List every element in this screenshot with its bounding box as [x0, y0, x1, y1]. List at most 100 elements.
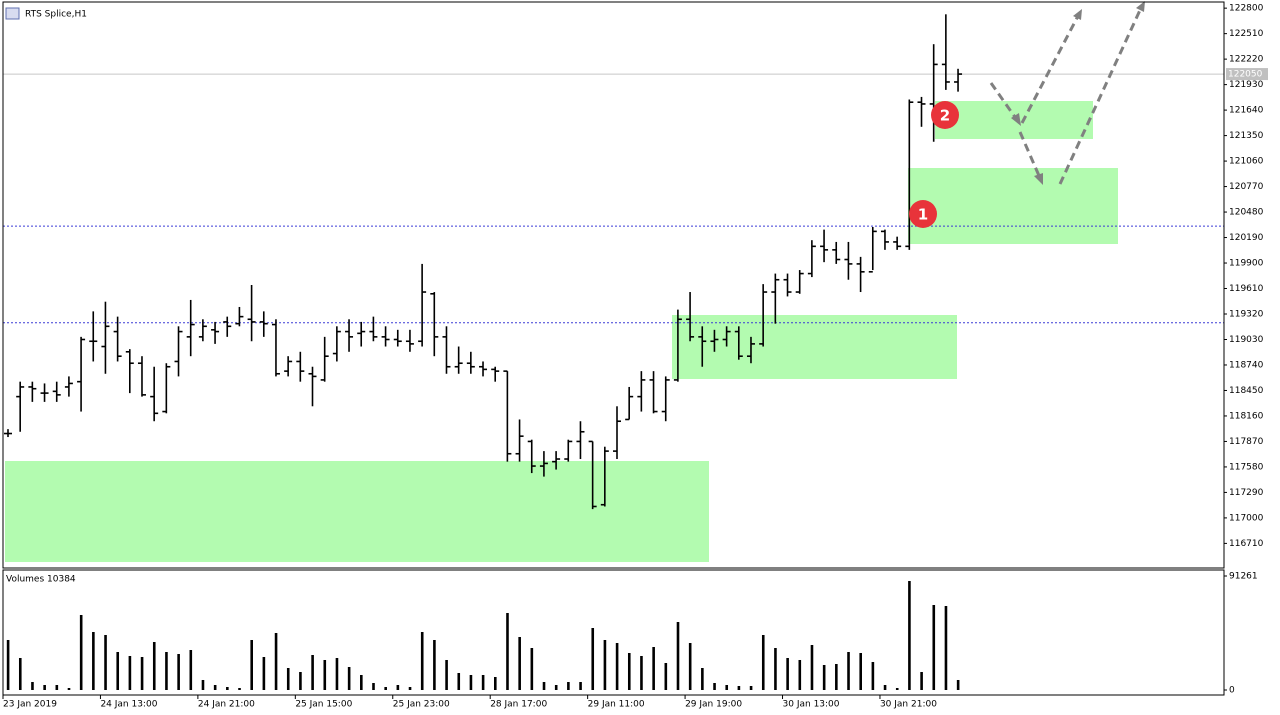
arrows [989, 7, 1143, 185]
y-tick-label: 117290 [1229, 488, 1264, 498]
volume-bar [262, 656, 266, 690]
y-tick-label: 119030 [1229, 335, 1264, 345]
volume-bar [956, 679, 960, 690]
volume-bar [810, 645, 814, 690]
volume-bar [591, 628, 595, 690]
volume-bar [506, 612, 509, 690]
y-tick-label: 119610 [1229, 284, 1264, 294]
marker-label: 1 [918, 206, 928, 224]
volume-bar [201, 679, 205, 690]
volume-bar [603, 639, 607, 690]
volume-bar [433, 639, 436, 690]
y-tick-label: 117000 [1229, 513, 1264, 523]
volume-bar [554, 685, 558, 690]
volume-bar [859, 652, 862, 690]
volume-bar [932, 605, 936, 690]
volume-bar [579, 682, 582, 690]
volume-bar [140, 656, 144, 690]
volume-bar [774, 648, 777, 690]
y-tick-label: 91261 [1229, 571, 1258, 581]
x-tick-label: 30 Jan 13:00 [783, 700, 840, 710]
marker: 1 [909, 200, 937, 228]
y-tick-label: 117580 [1229, 462, 1264, 472]
volume-title: Volumes 10384 [6, 575, 76, 585]
y-tick-label: 121060 [1229, 157, 1264, 167]
arrow-head [1011, 113, 1021, 126]
volume-bar [67, 688, 71, 690]
volume-bar [725, 685, 729, 690]
zone [908, 168, 1118, 244]
volume-bar [128, 655, 132, 690]
volume-bar [494, 676, 497, 690]
volume-bar [761, 634, 765, 690]
marker-circle [931, 101, 959, 129]
volume-bar [652, 647, 655, 690]
volume-bar [347, 667, 351, 690]
volume-bar [238, 688, 241, 690]
chart-title: RTS Splice,H1 [25, 10, 87, 20]
volume-bar [384, 687, 387, 690]
arrow-head [1136, 1, 1145, 12]
x-tick-label: 23 Jan 2019 [3, 700, 57, 710]
x-tick-label: 24 Jan 13:00 [100, 700, 157, 710]
volume-bar [92, 631, 95, 690]
volume-bar [737, 686, 741, 690]
last-price-box [1226, 68, 1268, 81]
volume-bar [177, 653, 180, 690]
volume-bar [469, 674, 473, 690]
volume-bar [944, 606, 948, 690]
volume-bar [688, 643, 692, 690]
volume-bar [518, 636, 521, 690]
volume-bar [713, 683, 716, 690]
y-tick-label: 118740 [1229, 360, 1264, 370]
volume-bar [567, 682, 570, 690]
volume-bar [323, 659, 327, 690]
marker: 2 [931, 101, 959, 129]
volume-bar [152, 642, 156, 690]
marker-circle [909, 200, 937, 228]
volume-bar [920, 671, 923, 690]
y-tick-label: 0 [1229, 686, 1235, 696]
volume-bar [6, 639, 10, 690]
volume-bar [299, 671, 302, 690]
last-price-label: 122050 [1228, 70, 1263, 80]
volume-bar [871, 662, 875, 690]
volume-bar [457, 672, 461, 690]
volume-bar [18, 657, 22, 690]
y-tick-label: 118450 [1229, 386, 1264, 396]
chart-icon [5, 7, 20, 20]
volume-bar [701, 668, 704, 690]
y-tick-label: 122220 [1229, 55, 1264, 65]
zone [5, 461, 709, 562]
volume-bar [189, 650, 193, 690]
volume-bar [481, 674, 485, 690]
y-tick-label: 119320 [1229, 310, 1264, 320]
marker-label: 2 [940, 107, 950, 125]
volume-bar [250, 639, 253, 690]
volume-bar [311, 654, 314, 690]
price-pane-border [2, 1, 1225, 569]
volume-bar [165, 651, 168, 690]
y-tick-label: 116710 [1229, 539, 1264, 549]
volume-bar [798, 659, 802, 690]
arrow [989, 82, 1019, 121]
volume-bar [116, 651, 120, 690]
arrow-heads [1011, 1, 1145, 185]
volume-bar [835, 664, 838, 690]
y-tick-label: 120480 [1229, 208, 1264, 218]
y-tick-label: 122510 [1229, 29, 1264, 39]
x-tick-label: 29 Jan 19:00 [685, 700, 742, 710]
y-tick-label: 121930 [1229, 80, 1264, 90]
volume-bar [883, 685, 887, 690]
x-tick-label: 25 Jan 23:00 [393, 700, 450, 710]
y-tick-label: 121640 [1229, 106, 1264, 116]
y-tick-label: 120770 [1229, 182, 1264, 192]
arrow-head [1073, 9, 1082, 20]
volume-bar [420, 631, 424, 690]
volume-bar [360, 674, 363, 690]
y-tick-label: 121350 [1229, 131, 1264, 141]
volume-pane-border [2, 569, 1225, 696]
x-tick-label: 29 Jan 11:00 [588, 700, 645, 710]
volume-bar [908, 581, 911, 690]
